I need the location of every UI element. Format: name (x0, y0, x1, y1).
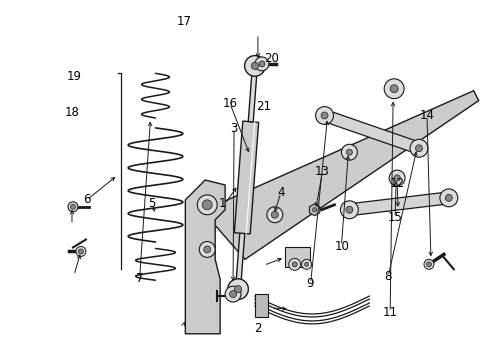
Polygon shape (348, 192, 448, 216)
Circle shape (409, 139, 427, 157)
Circle shape (439, 189, 457, 207)
Polygon shape (235, 233, 244, 289)
Circle shape (258, 61, 264, 67)
Text: 3: 3 (230, 122, 237, 135)
Polygon shape (205, 91, 478, 260)
Circle shape (266, 207, 282, 223)
Circle shape (254, 57, 268, 71)
Text: 10: 10 (334, 240, 348, 253)
Circle shape (68, 202, 78, 212)
Circle shape (234, 285, 241, 293)
Circle shape (384, 79, 403, 99)
Text: 21: 21 (256, 100, 271, 113)
Text: 14: 14 (419, 109, 433, 122)
Circle shape (78, 249, 83, 254)
Text: 11: 11 (382, 306, 397, 319)
Circle shape (288, 258, 300, 270)
Circle shape (202, 200, 212, 210)
Circle shape (389, 85, 397, 93)
Circle shape (341, 144, 357, 160)
Polygon shape (322, 110, 420, 154)
Text: 9: 9 (306, 277, 313, 290)
Text: 17: 17 (176, 14, 191, 27)
Circle shape (244, 55, 264, 76)
Text: 8: 8 (384, 270, 391, 283)
Circle shape (445, 194, 451, 201)
Polygon shape (234, 121, 258, 234)
Text: 19: 19 (67, 70, 81, 83)
Circle shape (197, 195, 217, 215)
Circle shape (340, 201, 358, 219)
Circle shape (199, 242, 215, 257)
Text: 16: 16 (222, 97, 237, 110)
Circle shape (224, 286, 241, 302)
Circle shape (345, 206, 352, 213)
Text: 20: 20 (263, 52, 278, 65)
Circle shape (415, 145, 422, 152)
Polygon shape (248, 66, 257, 122)
Polygon shape (284, 247, 309, 267)
Text: 1: 1 (219, 197, 226, 210)
Circle shape (292, 262, 297, 267)
Circle shape (227, 279, 248, 300)
Circle shape (70, 204, 75, 209)
Circle shape (315, 107, 333, 125)
Text: 2: 2 (254, 322, 262, 335)
Circle shape (76, 247, 86, 256)
Text: 6: 6 (82, 193, 90, 206)
Circle shape (301, 260, 311, 269)
Text: 12: 12 (389, 177, 405, 190)
Circle shape (312, 208, 316, 212)
Circle shape (321, 112, 327, 119)
Circle shape (388, 170, 404, 186)
Circle shape (423, 260, 433, 269)
Text: 7: 7 (136, 272, 143, 285)
Circle shape (393, 175, 400, 181)
Circle shape (304, 262, 308, 266)
Text: 4: 4 (277, 186, 284, 199)
Polygon shape (309, 204, 319, 216)
Text: 15: 15 (387, 211, 402, 224)
Circle shape (271, 211, 278, 218)
Circle shape (251, 62, 258, 69)
Text: 13: 13 (314, 165, 329, 177)
Text: 18: 18 (64, 105, 79, 119)
Text: 5: 5 (148, 197, 156, 210)
Circle shape (203, 246, 210, 253)
Polygon shape (185, 180, 224, 334)
Circle shape (229, 291, 236, 298)
Circle shape (346, 149, 352, 155)
Polygon shape (254, 294, 267, 317)
Circle shape (426, 262, 430, 267)
